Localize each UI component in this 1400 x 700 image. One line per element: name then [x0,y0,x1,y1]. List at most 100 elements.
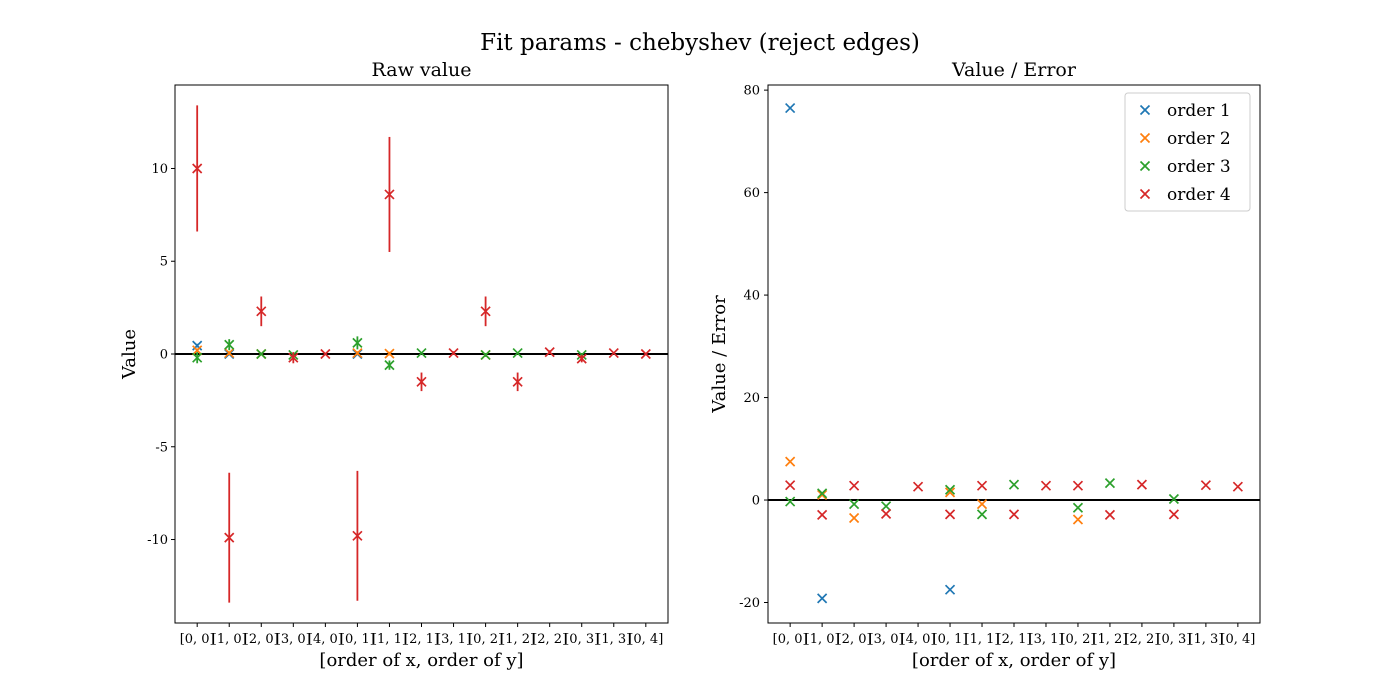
data-point-marker [480,349,491,361]
legend-label: order 1 [1167,101,1231,121]
data-point-marker [256,348,267,360]
x-tick-label: [0, 4] [1220,632,1255,647]
legend-marker [1139,160,1151,172]
data-point-marker [320,348,331,360]
data-point-marker [416,347,427,359]
data-point-marker [880,508,892,519]
legend-label: order 3 [1167,157,1231,177]
data-point-marker [817,488,828,499]
x-tick-label: [2, 1] [404,632,439,647]
data-point-marker [976,509,988,520]
data-point-marker [448,347,459,359]
x-tick-label: [1, 3] [1188,632,1223,647]
x-tick-label: [0, 1] [340,632,375,647]
data-point-marker [192,163,203,174]
data-point-marker [817,593,828,604]
data-point-marker [1104,478,1116,489]
data-point-marker [384,360,395,371]
x-tick-label: [1, 3] [596,632,631,647]
x-tick-label: [1, 0] [212,632,247,647]
x-tick-label: [0, 2] [1060,632,1095,647]
data-point-marker [1104,509,1116,520]
data-point-marker [352,337,363,348]
x-axis-label: [order of x, order of y] [319,650,523,671]
data-point-marker [976,480,988,491]
x-tick-label: [1, 1] [372,632,407,647]
data-point-marker [848,512,860,524]
data-point-marker [192,340,203,351]
x-tick-label: [0, 0] [773,632,808,647]
x-tick-label: [1, 2] [500,632,535,647]
data-point-marker [384,189,395,200]
y-tick-label: 60 [743,186,760,201]
data-point-marker [944,509,956,520]
x-tick-label: [3, 1] [1029,632,1064,647]
data-point-marker [1072,514,1084,525]
data-point-marker [1232,481,1243,492]
data-point-marker [848,480,860,491]
data-point-marker [1168,509,1180,520]
data-point-marker [912,481,924,492]
data-point-marker [384,348,395,359]
x-tick-label: [2, 2] [1124,632,1159,647]
data-point-marker [1008,479,1020,490]
data-point-marker [880,501,892,512]
x-tick-label: [3, 0] [869,632,904,647]
data-point-marker [1040,480,1052,491]
panel-title: Value / Error [951,59,1077,81]
x-tick-label: [1, 0] [805,632,840,647]
y-tick-label: 20 [743,391,760,406]
data-point-marker [785,456,796,467]
data-point-marker [944,487,956,498]
x-tick-label: [1, 2] [1092,632,1127,647]
data-point-marker [640,348,651,360]
x-tick-label: [2, 0] [244,632,279,647]
data-point-marker [944,484,956,495]
x-tick-label: [3, 0] [276,632,311,647]
data-point-marker [848,499,860,510]
x-tick-label: [0, 3] [1156,632,1191,647]
data-point-marker [1072,480,1084,491]
x-tick-label: [0, 1] [933,632,968,647]
data-point-marker [785,480,796,491]
y-tick-label: 5 [160,255,168,270]
legend-marker [1139,188,1151,200]
data-point-marker [544,347,555,358]
y-tick-label: 80 [743,84,760,99]
x-tick-label: [1, 1] [965,632,1000,647]
data-point-marker [1200,480,1211,491]
data-point-marker [352,347,363,359]
data-point-marker [512,347,523,359]
data-point-marker [288,352,299,363]
data-point-marker [1136,479,1148,490]
x-axis-label: [order of x, order of y] [912,650,1116,671]
figure-title: Fit params - chebyshev (reject edges) [480,30,920,56]
x-tick-label: [0, 4] [628,632,663,647]
data-point-marker [608,347,619,359]
y-axis-label: Value / Error [709,295,730,414]
y-tick-label: 0 [752,494,760,509]
data-point-marker [785,102,796,114]
y-tick-label: -20 [739,596,760,611]
data-point-marker [1072,502,1084,513]
data-point-marker [192,352,203,363]
x-tick-label: [4, 0] [901,632,936,647]
data-point-marker [256,306,267,317]
data-point-marker [976,499,988,510]
y-tick-label: 40 [743,289,760,304]
x-tick-label: [0, 2] [468,632,503,647]
legend-label: order 2 [1167,129,1231,149]
y-axis-label: Value [119,329,140,380]
legend-box [1124,92,1251,212]
y-tick-label: 10 [151,162,168,177]
data-point-marker [944,584,956,595]
data-point-marker [817,509,828,520]
data-point-marker [224,532,235,543]
data-point-marker [1168,493,1180,505]
x-tick-label: [2, 1] [997,632,1032,647]
y-tick-label: -5 [155,440,168,455]
x-tick-label: [4, 0] [308,632,343,647]
x-tick-label: [0, 3] [564,632,599,647]
data-point-marker [224,347,235,359]
